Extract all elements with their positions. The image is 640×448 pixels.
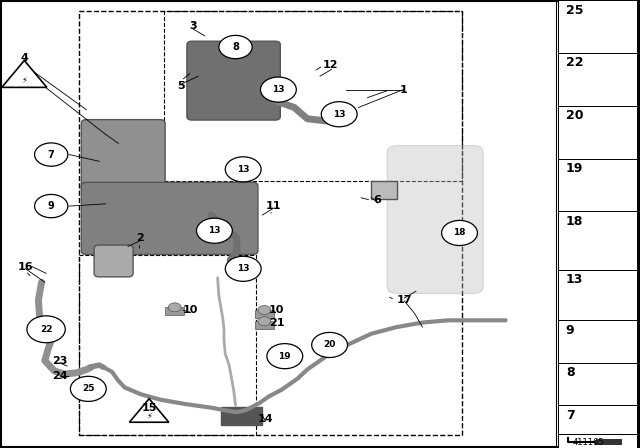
- Text: 13: 13: [237, 264, 250, 273]
- Text: 3: 3: [189, 21, 197, 31]
- Circle shape: [321, 102, 357, 127]
- Bar: [558, 405, 637, 434]
- Bar: [165, 307, 184, 315]
- Text: 10: 10: [269, 305, 284, 315]
- Text: ⚡: ⚡: [21, 75, 28, 84]
- Circle shape: [442, 220, 477, 246]
- Text: 16: 16: [18, 262, 33, 271]
- Text: 13: 13: [333, 110, 346, 119]
- Bar: [558, 320, 637, 363]
- Text: 17: 17: [397, 295, 412, 305]
- Bar: [558, 106, 637, 159]
- Text: 20: 20: [323, 340, 336, 349]
- Text: 18: 18: [566, 215, 583, 228]
- Circle shape: [196, 218, 232, 243]
- Text: 22: 22: [40, 325, 52, 334]
- Text: 19: 19: [278, 352, 291, 361]
- Text: 18: 18: [453, 228, 466, 237]
- Circle shape: [168, 303, 181, 312]
- Text: 411165: 411165: [573, 438, 605, 447]
- Text: 20: 20: [566, 109, 583, 122]
- Text: 8: 8: [232, 42, 239, 52]
- Text: 13: 13: [237, 165, 250, 174]
- Text: 25: 25: [82, 384, 95, 393]
- Bar: [558, 53, 637, 106]
- Bar: [164, 11, 462, 181]
- Circle shape: [35, 143, 68, 166]
- Text: 1: 1: [399, 85, 407, 95]
- Text: 22: 22: [566, 56, 583, 69]
- Text: 13: 13: [208, 226, 221, 235]
- Circle shape: [70, 376, 106, 401]
- Circle shape: [267, 344, 303, 369]
- Text: 13: 13: [566, 273, 583, 286]
- Text: 14: 14: [258, 414, 273, 424]
- Text: 7: 7: [566, 409, 575, 422]
- Text: 12: 12: [323, 60, 339, 70]
- Circle shape: [27, 316, 65, 343]
- Text: 9: 9: [48, 201, 54, 211]
- Text: 25: 25: [566, 4, 583, 17]
- FancyBboxPatch shape: [81, 182, 258, 254]
- Bar: [221, 407, 262, 425]
- Bar: [558, 211, 637, 270]
- Text: ⚡: ⚡: [146, 411, 152, 420]
- Bar: [558, 159, 637, 211]
- Text: 19: 19: [566, 162, 583, 175]
- Bar: [558, 434, 637, 448]
- Text: 15: 15: [141, 403, 157, 413]
- Text: 13: 13: [272, 85, 285, 94]
- Bar: [79, 255, 256, 435]
- Bar: [371, 181, 397, 199]
- Bar: [255, 310, 274, 318]
- Circle shape: [225, 256, 261, 281]
- FancyBboxPatch shape: [81, 120, 165, 192]
- Text: 9: 9: [566, 324, 574, 337]
- Bar: [558, 270, 637, 320]
- Circle shape: [35, 194, 68, 218]
- Polygon shape: [2, 60, 47, 87]
- Circle shape: [312, 332, 348, 358]
- Text: 24: 24: [52, 371, 67, 381]
- FancyBboxPatch shape: [187, 41, 280, 120]
- Text: 23: 23: [52, 356, 67, 366]
- Bar: [558, 363, 637, 405]
- Text: 6: 6: [374, 195, 381, 205]
- Text: 4: 4: [20, 53, 28, 63]
- Bar: [79, 11, 462, 435]
- Text: 2: 2: [136, 233, 143, 243]
- Bar: [255, 321, 274, 329]
- Bar: [558, 0, 637, 53]
- Text: 21: 21: [269, 319, 284, 328]
- Text: 8: 8: [566, 366, 574, 379]
- Text: 7: 7: [48, 150, 54, 159]
- Circle shape: [258, 306, 271, 314]
- Bar: [596, 439, 622, 445]
- Text: 11: 11: [266, 201, 281, 211]
- FancyBboxPatch shape: [387, 146, 483, 293]
- FancyBboxPatch shape: [94, 245, 133, 277]
- Circle shape: [219, 35, 252, 59]
- Polygon shape: [129, 399, 169, 422]
- Circle shape: [258, 317, 271, 326]
- Text: 5: 5: [177, 81, 185, 91]
- Circle shape: [260, 77, 296, 102]
- Text: 10: 10: [183, 305, 198, 315]
- Circle shape: [225, 157, 261, 182]
